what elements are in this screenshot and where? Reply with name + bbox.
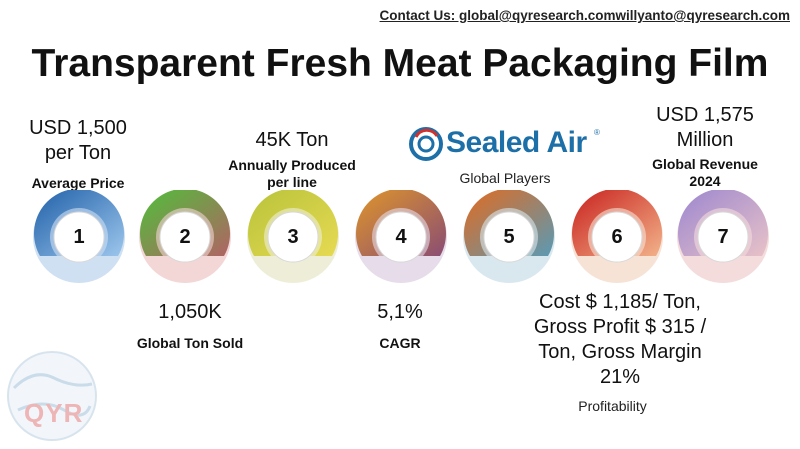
item-3-label-line-2: per line — [267, 174, 317, 190]
item-5-label: Global Players — [459, 170, 551, 186]
step-circle-5: 5 — [462, 190, 556, 284]
item-6-value-line-4: 21% — [599, 366, 641, 388]
sealed-air-logo: Sealed Air ® — [404, 123, 604, 165]
item-2-value: 1,050K — [158, 301, 222, 323]
step-circle-2: 2 — [138, 190, 232, 284]
item-6-value: Cost $ 1,185/ Ton, Gross Profit $ 315 / … — [520, 290, 720, 390]
qyr-watermark: QYR — [4, 348, 100, 444]
item-7-value-line-1: USD 1,575 — [656, 104, 754, 126]
item-7-value-line-2: Million — [676, 129, 734, 151]
step-ring-4 — [355, 190, 447, 283]
globe-icon — [7, 351, 97, 441]
item-7-label: Global Revenue 2024 — [640, 156, 770, 190]
item-1-value-line-1: USD 1,500 — [29, 117, 127, 139]
step-circle-1: 1 — [32, 190, 126, 284]
step-ring-7 — [677, 190, 769, 283]
item-7-label-line-2: 2024 — [689, 173, 721, 189]
item-1-label: Average Price — [31, 175, 125, 191]
step-ring-6 — [571, 190, 663, 283]
step-number-5: 5 — [503, 226, 515, 248]
item-4-label: CAGR — [379, 335, 421, 351]
item-2-label: Global Ton Sold — [136, 335, 244, 351]
item-3-label: Annually Produced per line — [212, 157, 372, 191]
item-4-value: 5,1% — [377, 301, 423, 323]
step-number-1: 1 — [73, 226, 85, 248]
step-circle-6: 6 — [570, 190, 664, 284]
step-ring-5 — [463, 190, 555, 283]
step-number-7: 7 — [717, 226, 729, 248]
sealed-air-logo-mark — [409, 127, 443, 161]
step-ring-1 — [33, 190, 125, 283]
watermark-text: QYR — [24, 398, 84, 428]
item-1-value-line-2: per Ton — [44, 142, 112, 164]
item-3-value: 45K Ton — [255, 129, 329, 151]
page-title: Transparent Fresh Meat Packaging Film — [31, 42, 769, 85]
item-6-value-line-3: Ton, Gross Margin — [538, 341, 702, 363]
registered-mark: ® — [594, 128, 600, 137]
item-6-value-line-1: Cost $ 1,185/ Ton, — [539, 291, 701, 313]
step-number-6: 6 — [611, 226, 623, 248]
step-circle-7: 7 — [676, 190, 770, 284]
step-number-2: 2 — [179, 226, 191, 248]
item-1-value: USD 1,500 per Ton — [18, 116, 138, 166]
step-ring-2 — [139, 190, 231, 283]
step-circle-4: 4 — [354, 190, 448, 284]
step-number-4: 4 — [395, 226, 407, 248]
item-6-label: Profitability — [578, 398, 647, 414]
item-7-label-line-1: Global Revenue — [652, 156, 758, 172]
sealed-air-logo-text: Sealed Air — [446, 126, 587, 159]
step-ring-3 — [247, 190, 339, 283]
item-3-label-line-1: Annually Produced — [228, 157, 356, 173]
step-circle-3: 3 — [246, 190, 340, 284]
item-7-value: USD 1,575 Million — [650, 103, 760, 153]
item-6-value-line-2: Gross Profit $ 315 / — [533, 316, 707, 338]
step-number-3: 3 — [287, 226, 299, 248]
contact-email[interactable]: Contact Us: global@qyresearch.comwillyan… — [379, 8, 790, 23]
